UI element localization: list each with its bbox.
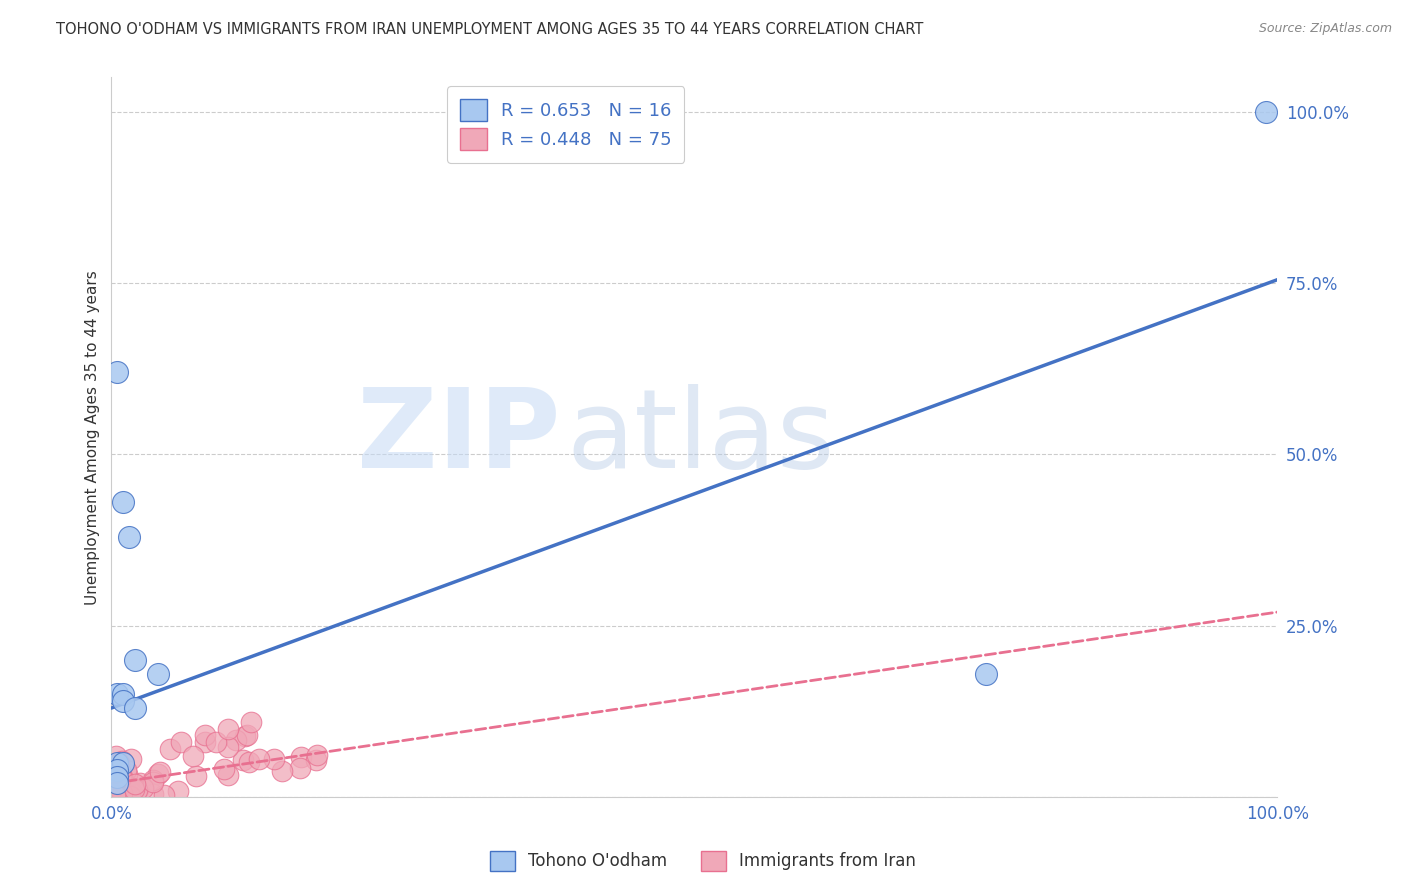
Point: [247, 752, 270, 766]
Point: [225, 733, 247, 747]
Point: [263, 751, 285, 765]
Point: [194, 735, 217, 749]
Point: [105, 756, 128, 770]
Point: [101, 782, 124, 797]
Point: [105, 770, 128, 784]
Point: [101, 783, 124, 797]
Point: [142, 787, 165, 801]
Point: [111, 772, 134, 786]
Point: [288, 761, 311, 775]
Point: [974, 666, 997, 681]
Point: [105, 779, 128, 793]
Text: Source: ZipAtlas.com: Source: ZipAtlas.com: [1258, 22, 1392, 36]
Point: [115, 763, 138, 777]
Point: [103, 781, 125, 796]
Point: [128, 776, 150, 790]
Point: [153, 789, 176, 803]
Point: [112, 789, 135, 803]
Point: [112, 775, 135, 789]
Point: [120, 752, 142, 766]
Point: [142, 774, 165, 789]
Point: [290, 749, 312, 764]
Point: [104, 788, 127, 802]
Text: TOHONO O'ODHAM VS IMMIGRANTS FROM IRAN UNEMPLOYMENT AMONG AGES 35 TO 44 YEARS CO: TOHONO O'ODHAM VS IMMIGRANTS FROM IRAN U…: [56, 22, 924, 37]
Point: [112, 783, 135, 797]
Y-axis label: Unemployment Among Ages 35 to 44 years: Unemployment Among Ages 35 to 44 years: [86, 270, 100, 605]
Point: [122, 780, 145, 795]
Point: [107, 772, 129, 786]
Point: [149, 764, 172, 779]
Point: [112, 694, 135, 708]
Legend: R = 0.653   N = 16, R = 0.448   N = 75: R = 0.653 N = 16, R = 0.448 N = 75: [447, 87, 685, 163]
Point: [170, 735, 193, 749]
Point: [110, 778, 132, 792]
Point: [104, 749, 127, 764]
Point: [111, 755, 134, 769]
Point: [112, 687, 135, 701]
Legend: Tohono O'odham, Immigrants from Iran: Tohono O'odham, Immigrants from Iran: [482, 842, 924, 880]
Point: [105, 776, 128, 790]
Point: [104, 786, 127, 800]
Point: [120, 789, 142, 804]
Point: [108, 789, 131, 804]
Point: [238, 755, 260, 769]
Point: [101, 786, 124, 800]
Text: ZIP: ZIP: [357, 384, 561, 491]
Point: [108, 756, 131, 770]
Point: [236, 729, 259, 743]
Point: [122, 782, 145, 797]
Point: [159, 742, 181, 756]
Point: [114, 789, 136, 804]
Point: [305, 753, 328, 767]
Point: [125, 785, 148, 799]
Point: [232, 753, 254, 767]
Point: [112, 756, 135, 770]
Point: [205, 735, 228, 749]
Point: [105, 365, 128, 379]
Point: [146, 666, 169, 681]
Point: [111, 770, 134, 784]
Point: [184, 769, 207, 783]
Point: [111, 786, 134, 800]
Point: [112, 495, 135, 509]
Text: atlas: atlas: [567, 384, 835, 491]
Point: [233, 729, 256, 743]
Point: [118, 530, 141, 544]
Point: [212, 762, 235, 776]
Point: [101, 775, 124, 789]
Point: [105, 780, 128, 795]
Point: [124, 777, 146, 791]
Point: [124, 653, 146, 667]
Point: [132, 780, 155, 795]
Point: [112, 789, 135, 803]
Point: [108, 771, 131, 785]
Point: [105, 763, 128, 777]
Point: [217, 739, 239, 754]
Point: [1254, 104, 1277, 119]
Point: [111, 786, 134, 800]
Point: [104, 788, 127, 802]
Point: [108, 764, 131, 779]
Point: [127, 783, 149, 797]
Point: [305, 748, 328, 763]
Point: [194, 729, 217, 743]
Point: [181, 749, 204, 764]
Point: [105, 687, 128, 701]
Point: [110, 771, 132, 785]
Point: [167, 783, 190, 797]
Point: [148, 767, 170, 781]
Point: [114, 782, 136, 797]
Point: [240, 714, 263, 729]
Point: [142, 773, 165, 788]
Point: [124, 701, 146, 715]
Point: [125, 782, 148, 797]
Point: [108, 782, 131, 797]
Point: [271, 764, 294, 778]
Point: [117, 767, 139, 781]
Point: [217, 722, 239, 736]
Point: [105, 776, 128, 790]
Point: [217, 768, 239, 782]
Point: [120, 785, 142, 799]
